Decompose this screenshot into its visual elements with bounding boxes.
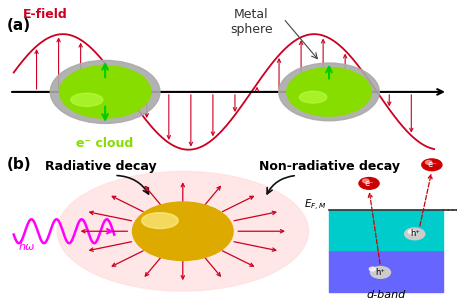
Circle shape (425, 161, 432, 164)
FancyBboxPatch shape (329, 250, 443, 292)
Circle shape (409, 230, 415, 234)
Ellipse shape (279, 63, 379, 121)
Text: e⁻: e⁻ (427, 160, 437, 169)
Text: e⁻ cloud: e⁻ cloud (76, 137, 134, 150)
Text: (a): (a) (7, 18, 31, 33)
Ellipse shape (59, 66, 151, 118)
Text: h⁺: h⁺ (410, 229, 420, 238)
Text: Non-radiative decay: Non-radiative decay (259, 160, 399, 173)
Text: $E_{F,M}$: $E_{F,M}$ (304, 198, 327, 213)
Circle shape (422, 159, 442, 171)
Text: Radiative decay: Radiative decay (45, 160, 156, 173)
Circle shape (362, 179, 369, 183)
Ellipse shape (57, 171, 308, 291)
FancyBboxPatch shape (329, 210, 443, 250)
Ellipse shape (50, 60, 160, 123)
Ellipse shape (287, 68, 371, 116)
Text: (b): (b) (7, 157, 32, 172)
Circle shape (370, 267, 390, 278)
Circle shape (369, 267, 376, 271)
Circle shape (359, 178, 379, 189)
Ellipse shape (142, 213, 178, 228)
Text: h⁺: h⁺ (376, 268, 385, 277)
Text: e⁻: e⁻ (364, 179, 374, 188)
Text: hω: hω (18, 242, 35, 252)
Text: d-band: d-band (367, 290, 406, 300)
Text: Metal
sphere: Metal sphere (230, 8, 273, 36)
Ellipse shape (71, 93, 103, 106)
Ellipse shape (299, 91, 327, 103)
Text: E-field: E-field (23, 8, 68, 21)
Ellipse shape (133, 202, 233, 261)
Circle shape (405, 228, 425, 240)
